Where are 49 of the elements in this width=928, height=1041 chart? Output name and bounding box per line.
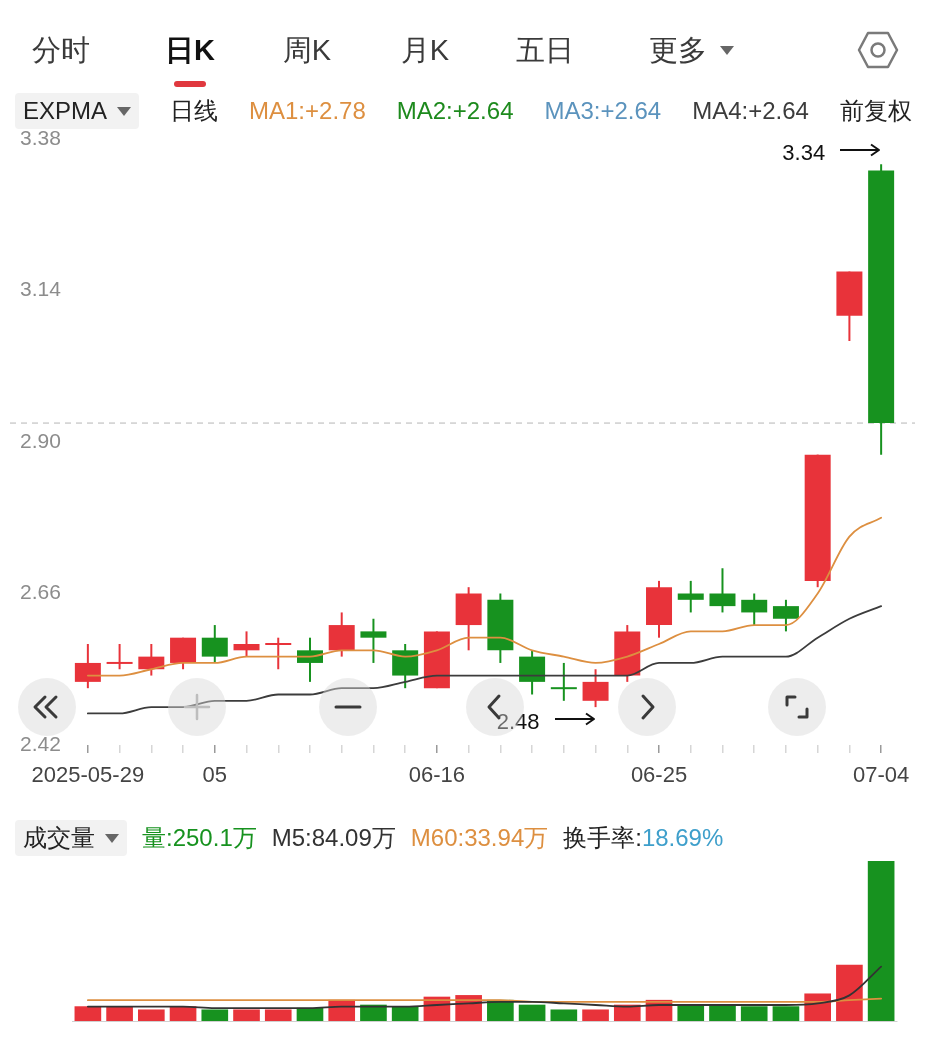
bar [836,964,863,1021]
text: 量:250.1万 [142,823,257,853]
bar [391,1006,419,1021]
bar [74,1006,102,1021]
bar [518,1004,546,1021]
text: M5:84.09万 [271,823,396,853]
annotation: 3.34 [782,140,826,166]
legend-label: MA3:+2.64 [544,97,662,125]
y-tick-label: 3.38 [20,125,61,149]
bar [233,1009,260,1021]
x-tick-label: 07-04 [852,762,910,788]
legend-title: EXPMA [23,97,108,125]
bar [264,1009,292,1021]
candlestick [106,644,133,670]
y-tick-label: 3.14 [20,277,62,301]
text: 五日 [516,33,574,68]
y-tick-label: 2.66 [20,580,61,604]
y-tick-label: 2.90 [20,428,61,452]
text: 前复权 [839,96,912,126]
bar [582,1009,609,1021]
bar [772,1006,800,1021]
bar [550,1009,578,1021]
text: M60:33.94万 [410,823,549,853]
text: 换手率:18.69% [563,823,724,853]
candlestick [550,662,577,701]
legend-label: MA2:+2.64 [396,97,514,125]
bar [740,1006,768,1021]
text: 月K [400,33,450,68]
text: MA4:+2.64 [692,97,809,125]
bar [709,1004,736,1021]
y-tick-label: 2.42 [20,731,61,755]
text: 日K [165,33,215,68]
annotation: 2.48 [496,709,540,735]
bar [867,861,895,1021]
text: MA1:+2.78 [249,97,366,125]
x-tick-label: 05 [202,762,228,788]
bar [201,1009,229,1021]
x-tick-label: 06-25 [630,762,688,788]
text: 更多 [649,33,707,68]
x-tick-label: 06-16 [408,762,466,788]
text: 分时 [32,33,90,68]
x-tick-label: 2025-05-29 [31,762,145,788]
line-series [86,605,883,715]
text: 周K [282,33,332,68]
legend-title: 成交量 [23,823,95,853]
text: 日线 [170,96,219,126]
bar [613,1004,641,1021]
bar [138,1009,165,1021]
bar [677,1004,705,1021]
